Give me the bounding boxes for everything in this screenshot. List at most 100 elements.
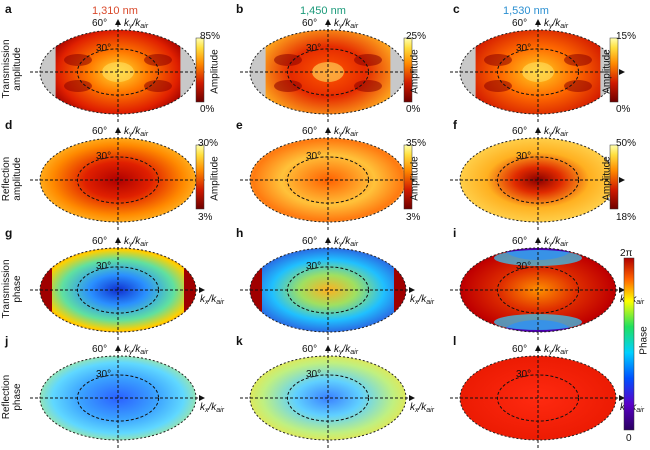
panel-letter-j: j xyxy=(5,334,9,348)
colorbar-c-label: Amplitude xyxy=(601,49,613,94)
colorbar-a-label: Amplitude xyxy=(209,49,221,94)
ky-axis-label: ky/kair xyxy=(124,236,149,248)
panel-letter-c: c xyxy=(453,2,460,16)
lobe xyxy=(274,80,302,92)
lobe xyxy=(484,54,512,66)
colorbar-a-bottom: 0% xyxy=(200,104,215,115)
row-label-line: amplitude xyxy=(12,47,23,91)
colorbar-b-top: 25% xyxy=(406,31,427,42)
angle-label-60: 60° xyxy=(512,126,527,137)
panel-c: 60° 30° ky/kair xyxy=(450,18,625,122)
phase-colorbar xyxy=(623,257,635,431)
row-label-line: Reflection xyxy=(1,156,12,202)
ky-axis-label: ky/kair xyxy=(544,236,569,248)
wavelength-label-3: 1,530 nm xyxy=(503,5,549,17)
ky-axis-label: ky/kair xyxy=(124,18,149,30)
kx-axis-label: kx/kair xyxy=(200,294,225,306)
row-label-line: Reflection xyxy=(1,374,12,420)
angle-label-60: 60° xyxy=(512,18,527,29)
ky-axis-label: ky/kair xyxy=(124,126,149,138)
angle-label-30: 30° xyxy=(516,369,531,380)
ky-axis-label: ky/kair xyxy=(334,236,359,248)
colorbar-e-bottom: 3% xyxy=(406,212,421,223)
panel-letter-f: f xyxy=(453,118,457,132)
angle-label-60: 60° xyxy=(302,126,317,137)
row-label-line: phase xyxy=(12,275,23,303)
row-label-line: Transmission xyxy=(1,259,12,319)
panel-letter-k: k xyxy=(236,334,243,348)
amplitude-colorbar xyxy=(195,37,205,103)
lobe xyxy=(354,80,382,92)
kx-axis-label: kx/kair xyxy=(410,402,435,414)
panel-a: 60° 30° ky/kair xyxy=(30,18,205,122)
lobe xyxy=(144,54,172,66)
colorbar-b-label: Amplitude xyxy=(409,49,421,94)
panel-e: 60° 30° ky/kair xyxy=(240,126,415,230)
panel-letter-d: d xyxy=(5,118,13,132)
row-label-line: amplitude xyxy=(12,157,23,201)
angle-label-30: 30° xyxy=(96,261,111,272)
angle-label-30: 30° xyxy=(306,369,321,380)
colorbar-f-top: 50% xyxy=(616,138,637,149)
kx-axis-label: kx/kair xyxy=(410,294,435,306)
amplitude-colorbar xyxy=(609,144,619,210)
ky-axis-label: ky/kair xyxy=(124,344,149,356)
lobe xyxy=(354,54,382,66)
panel-letter-l: l xyxy=(453,334,457,348)
colorbar-f-label: Amplitude xyxy=(601,156,613,201)
angle-label-60: 60° xyxy=(512,344,527,355)
panel-g: 60° 30° ky/kair kx/kair xyxy=(30,236,225,340)
panel-j: 60° 30° ky/kair kx/kair xyxy=(30,344,225,448)
angle-label-60: 60° xyxy=(92,18,107,29)
lobe xyxy=(564,54,592,66)
lobe xyxy=(484,80,512,92)
colorbar-c-bottom: 0% xyxy=(616,104,631,115)
angle-label-60: 60° xyxy=(302,236,317,247)
ky-axis-label: ky/kair xyxy=(544,18,569,30)
amplitude-colorbar xyxy=(195,144,205,210)
panel-letter-i: i xyxy=(453,226,457,240)
angle-label-60: 60° xyxy=(302,344,317,355)
colorbar-f-bottom: 18% xyxy=(616,212,637,223)
panel-letter-a: a xyxy=(5,2,12,16)
angle-label-60: 60° xyxy=(92,344,107,355)
row-label-line: phase xyxy=(12,383,23,411)
lobe xyxy=(564,80,592,92)
colorbar-c-top: 15% xyxy=(616,31,637,42)
phase-colorbar-label: Phase xyxy=(638,326,650,355)
kx-axis-label: kx/kair xyxy=(200,402,225,414)
amplitude-colorbar xyxy=(403,144,413,210)
angle-label-60: 60° xyxy=(92,126,107,137)
colorbar-e-top: 35% xyxy=(406,138,427,149)
angle-label-30: 30° xyxy=(96,369,111,380)
lobe xyxy=(64,54,92,66)
ky-axis-label: ky/kair xyxy=(544,344,569,356)
row-label-transmission-phase: Transmission phase xyxy=(1,249,23,329)
wavelength-label-2: 1,450 nm xyxy=(300,5,346,17)
row-label-transmission-amplitude: Transmission amplitude xyxy=(1,29,23,109)
lobe xyxy=(144,80,172,92)
ky-axis-label: ky/kair xyxy=(334,126,359,138)
row-label-reflection-amplitude: Reflection amplitude xyxy=(1,139,23,219)
panel-letter-h: h xyxy=(236,226,244,240)
amplitude-colorbar xyxy=(403,37,413,103)
angle-label-30: 30° xyxy=(96,151,111,162)
ky-axis-label: ky/kair xyxy=(334,344,359,356)
ky-axis-label: ky/kair xyxy=(334,18,359,30)
amplitude-colorbar xyxy=(609,37,619,103)
panel-letter-e: e xyxy=(236,118,243,132)
panel-k: 60° 30° ky/kair kx/kair xyxy=(240,344,435,448)
panel-f: 60° 30° ky/kair xyxy=(450,126,625,230)
panel-letter-b: b xyxy=(236,2,244,16)
angle-label-30: 30° xyxy=(516,151,531,162)
panel-h: 60° 30° ky/kair kx/kair xyxy=(240,236,435,340)
panel-d: 60° 30° ky/kair xyxy=(30,126,205,230)
colorbar-d-bottom: 3% xyxy=(198,212,213,223)
angle-label-60: 60° xyxy=(512,236,527,247)
angle-label-60: 60° xyxy=(92,236,107,247)
colorbar-b-bottom: 0% xyxy=(406,104,421,115)
panel-letter-g: g xyxy=(5,226,13,240)
